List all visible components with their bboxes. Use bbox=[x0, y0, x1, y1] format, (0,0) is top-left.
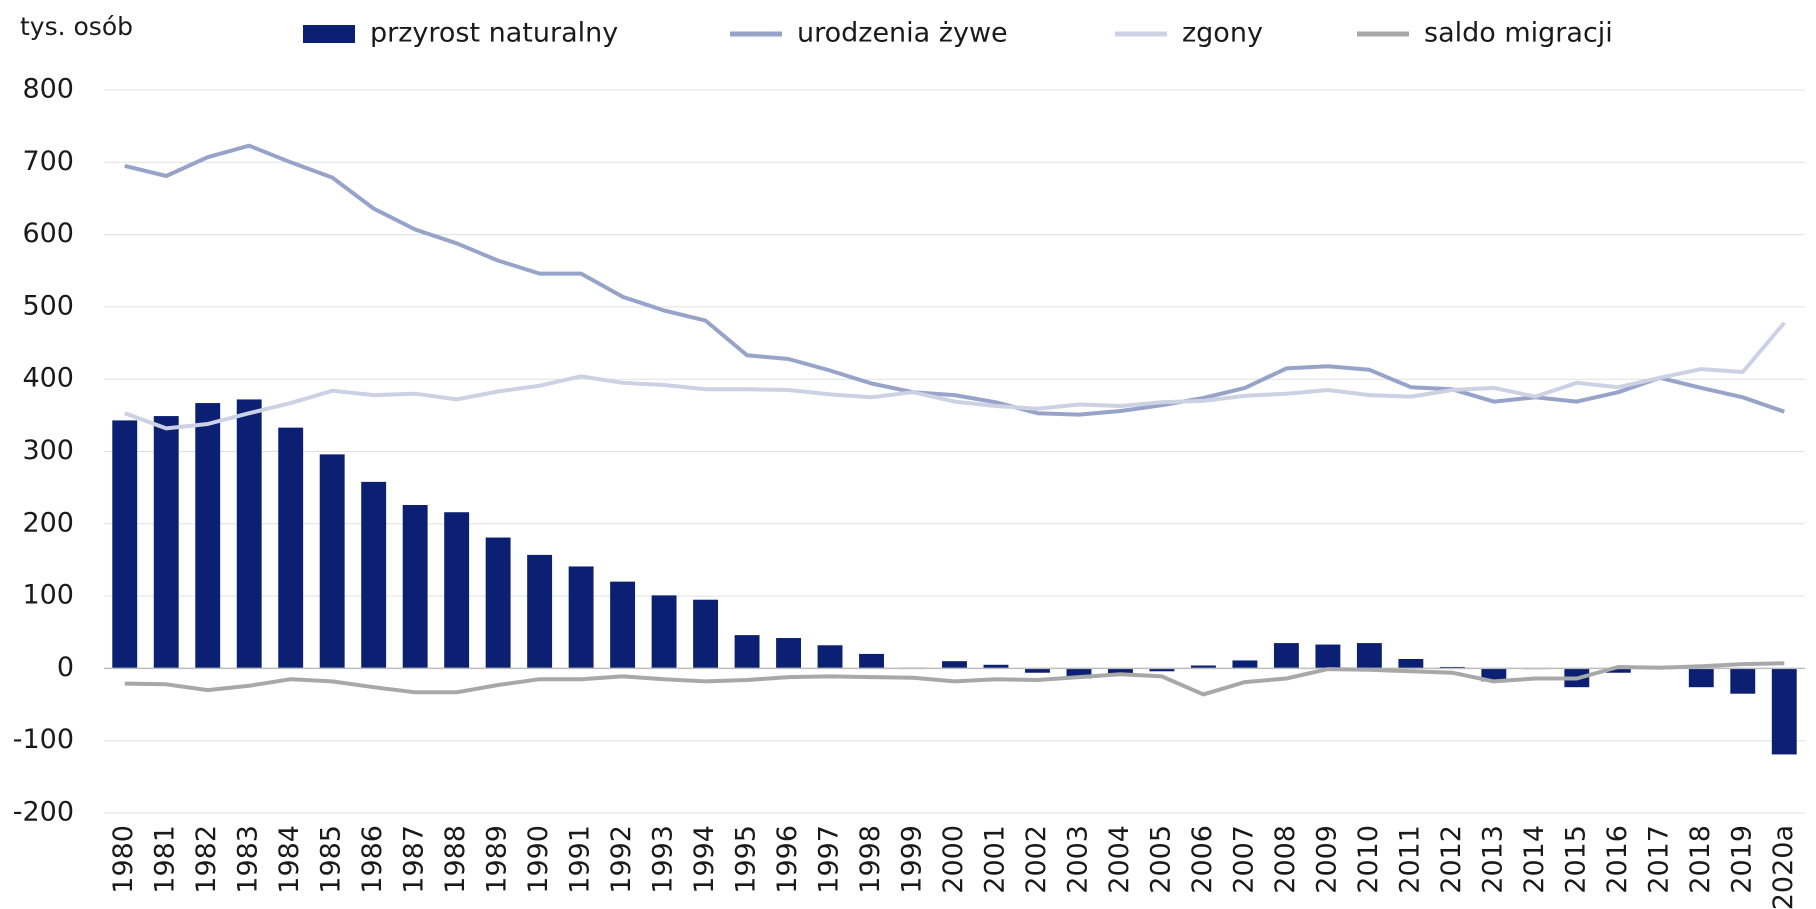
bar bbox=[1066, 668, 1092, 679]
bar bbox=[817, 645, 843, 669]
bar bbox=[112, 420, 138, 669]
x-tick-label: 2012 bbox=[1436, 825, 1467, 894]
x-tick-label: 1990 bbox=[523, 825, 554, 894]
x-tick-label: 1992 bbox=[606, 825, 637, 894]
bar bbox=[1108, 668, 1133, 675]
bar bbox=[1605, 668, 1631, 673]
x-tick-label: 1985 bbox=[316, 825, 347, 894]
y-tick-label: 700 bbox=[22, 146, 74, 177]
x-tick-label: 1981 bbox=[150, 825, 181, 894]
legend-label: przyrost naturalny bbox=[370, 18, 618, 49]
bar bbox=[983, 664, 1009, 669]
x-tick-label: 2003 bbox=[1062, 825, 1093, 894]
x-tick-label: 2016 bbox=[1602, 825, 1633, 894]
bar bbox=[153, 416, 179, 669]
y-tick-label: 600 bbox=[22, 218, 74, 249]
bar bbox=[361, 481, 387, 669]
bar bbox=[444, 512, 470, 669]
x-tick-label: 2002 bbox=[1021, 825, 1052, 894]
x-tick-label: 2011 bbox=[1394, 825, 1425, 894]
x-tick-label: 2001 bbox=[979, 825, 1010, 894]
y-unit: tys. osób bbox=[20, 12, 133, 41]
line bbox=[124, 143, 1785, 417]
x-tick-label: 1993 bbox=[648, 825, 679, 894]
legend-label: urodzenia żywe bbox=[797, 18, 1008, 49]
x-tick-label: 2008 bbox=[1270, 825, 1301, 894]
bar bbox=[195, 403, 221, 669]
bar bbox=[236, 399, 262, 669]
x-tick-label: 1998 bbox=[855, 825, 886, 894]
y-tick-label: 0 bbox=[57, 652, 74, 683]
y-tick-label: 100 bbox=[22, 580, 74, 611]
x-tick-label: 1995 bbox=[731, 825, 762, 894]
bar bbox=[1730, 668, 1756, 694]
bar bbox=[319, 454, 345, 669]
x-tick-label: 2000 bbox=[938, 825, 969, 894]
bar bbox=[1232, 660, 1258, 669]
bar bbox=[1315, 644, 1341, 669]
x-tick-label: 1982 bbox=[191, 825, 222, 894]
bar bbox=[1273, 643, 1299, 669]
bar bbox=[610, 581, 636, 669]
x-tick-label: 2015 bbox=[1560, 825, 1591, 894]
x-tick-label: 1997 bbox=[814, 825, 845, 894]
x-tick-label: 2018 bbox=[1685, 825, 1716, 894]
x-tick-label: 1987 bbox=[399, 825, 430, 894]
bar bbox=[1398, 659, 1424, 669]
x-tick-label: 1988 bbox=[440, 825, 471, 894]
x-tick-label: 2019 bbox=[1726, 825, 1757, 894]
x-tick-label: 1983 bbox=[233, 825, 264, 894]
bar bbox=[1771, 668, 1797, 755]
y-tick-label: 300 bbox=[22, 435, 74, 466]
x-tick-label: 1994 bbox=[689, 825, 720, 894]
y-tick-label: -100 bbox=[13, 724, 74, 755]
bar bbox=[485, 537, 511, 669]
x-tick-label: 2006 bbox=[1187, 825, 1218, 894]
bar bbox=[1356, 643, 1382, 669]
legend-label: zgony bbox=[1182, 18, 1263, 49]
x-tick-label: 2009 bbox=[1311, 825, 1342, 894]
y-tick-label: 500 bbox=[22, 290, 74, 321]
x-tick-label: 1989 bbox=[482, 825, 513, 894]
line bbox=[124, 321, 1786, 431]
x-tick-label: 2010 bbox=[1353, 825, 1384, 894]
y-tick-label: 200 bbox=[22, 507, 74, 538]
bar bbox=[568, 566, 594, 669]
x-tick-label: 2014 bbox=[1519, 825, 1550, 894]
bar bbox=[1190, 665, 1216, 669]
x-tick-label: 2005 bbox=[1145, 825, 1176, 894]
x-tick-label: 1999 bbox=[897, 825, 928, 894]
bar bbox=[942, 661, 967, 669]
y-tick-label: 400 bbox=[22, 363, 74, 394]
bar bbox=[1688, 668, 1714, 688]
x-tick-label: 1984 bbox=[274, 825, 305, 894]
bar bbox=[734, 635, 760, 669]
y-tick-label: -200 bbox=[13, 797, 74, 828]
legend-swatch bbox=[303, 25, 355, 43]
x-tick-label: 1980 bbox=[108, 825, 139, 894]
x-tick-label: 2017 bbox=[1643, 825, 1674, 894]
line bbox=[124, 661, 1785, 697]
x-tick-label: 1991 bbox=[565, 825, 596, 894]
bar bbox=[651, 595, 677, 669]
bar bbox=[1149, 668, 1175, 672]
bar bbox=[278, 427, 304, 669]
x-tick-label: 1986 bbox=[357, 825, 388, 894]
bar bbox=[776, 638, 801, 669]
x-tick-label: 2004 bbox=[1104, 825, 1135, 894]
x-tick-label: 1996 bbox=[772, 825, 803, 894]
legend-label: saldo migracji bbox=[1424, 18, 1613, 49]
bar bbox=[527, 554, 553, 669]
bar bbox=[693, 599, 719, 669]
bar bbox=[1025, 668, 1050, 673]
x-tick-label: 2007 bbox=[1228, 825, 1259, 894]
x-tick-label: 2020a bbox=[1768, 825, 1799, 909]
x-tick-label: 2013 bbox=[1477, 825, 1508, 894]
bar bbox=[859, 653, 884, 669]
bar bbox=[402, 505, 428, 669]
y-tick-label: 800 bbox=[22, 74, 74, 105]
